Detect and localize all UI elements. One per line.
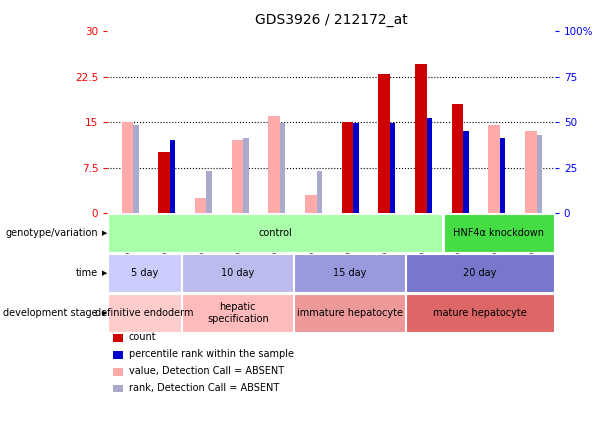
Bar [121, 122, 133, 213]
Text: genotype/variation: genotype/variation [6, 228, 98, 238]
Text: rank, Detection Call = ABSENT: rank, Detection Call = ABSENT [129, 383, 279, 393]
Text: ▶: ▶ [102, 270, 107, 276]
Bar [353, 123, 359, 213]
Bar [316, 171, 322, 213]
Bar [195, 198, 207, 213]
Bar [170, 140, 175, 213]
Text: count: count [129, 333, 156, 342]
Text: HNF4α knockdown: HNF4α knockdown [454, 228, 544, 238]
Text: hepatic
specification: hepatic specification [207, 302, 268, 324]
Text: value, Detection Call = ABSENT: value, Detection Call = ABSENT [129, 366, 284, 376]
Text: definitive endoderm: definitive endoderm [95, 308, 194, 318]
Bar [243, 138, 249, 213]
Text: mature hepatocyte: mature hepatocyte [433, 308, 527, 318]
Text: development stage: development stage [4, 308, 98, 318]
Text: control: control [258, 228, 292, 238]
Text: time: time [76, 268, 98, 278]
Bar [536, 135, 542, 213]
Text: 15 day: 15 day [333, 268, 367, 278]
Bar [378, 74, 390, 213]
Bar [305, 195, 317, 213]
Text: ▶: ▶ [102, 310, 107, 316]
Text: 5 day: 5 day [131, 268, 158, 278]
Bar [341, 122, 354, 213]
Text: immature hepatocyte: immature hepatocyte [297, 308, 403, 318]
Bar [232, 140, 243, 213]
Bar [268, 116, 280, 213]
Bar [427, 119, 432, 213]
Bar [207, 171, 212, 213]
Bar [415, 64, 427, 213]
Bar [525, 131, 537, 213]
Text: ▶: ▶ [102, 230, 107, 236]
Bar [452, 104, 463, 213]
Bar [133, 125, 139, 213]
Title: GDS3926 / 212172_at: GDS3926 / 212172_at [254, 13, 408, 27]
Text: 20 day: 20 day [463, 268, 497, 278]
Bar [280, 123, 286, 213]
Text: 10 day: 10 day [221, 268, 254, 278]
Bar [500, 138, 506, 213]
Bar [390, 123, 395, 213]
Bar [489, 125, 500, 213]
Bar [463, 131, 469, 213]
Bar [158, 152, 170, 213]
Text: percentile rank within the sample: percentile rank within the sample [129, 349, 294, 359]
